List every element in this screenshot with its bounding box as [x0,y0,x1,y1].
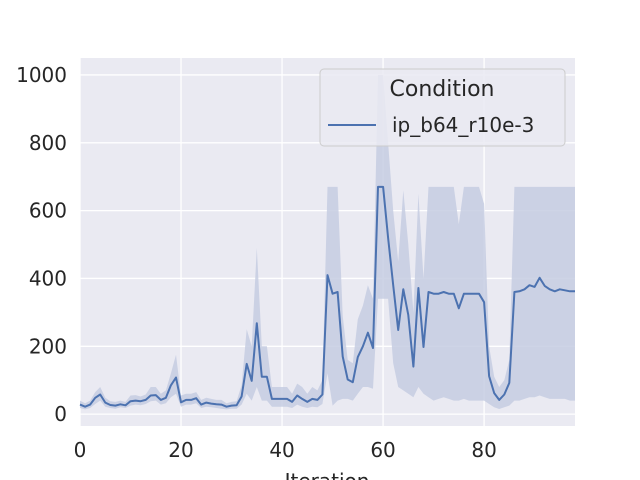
y-tick-label: 600 [29,199,67,223]
y-tick-label: 800 [29,131,67,155]
x-axis-label: Iteration [285,469,370,480]
x-tick-label: 0 [74,438,87,462]
x-tick-label: 20 [168,438,193,462]
y-tick-label: 400 [29,266,67,290]
legend-title: Condition [390,77,495,102]
y-tick-label: 0 [54,402,67,426]
y-tick-labels: 0 200 400 600 800 1000 [16,63,67,426]
series-line-group [79,185,575,408]
series-line [79,185,575,408]
confidence-band [80,75,575,410]
x-tick-label: 80 [471,438,496,462]
y-tick-label: 200 [29,334,67,358]
y-tick-label: 1000 [16,63,67,87]
legend: Condition ip_b64_r10e-3 [319,68,566,147]
legend-box [319,68,566,147]
x-tick-label: 60 [370,438,395,462]
legend-entry-label: ip_b64_r10e-3 [392,113,534,137]
x-tick-label: 40 [269,438,294,462]
x-tick-labels: 0 20 40 60 80 [74,438,497,462]
series-band [80,75,575,410]
